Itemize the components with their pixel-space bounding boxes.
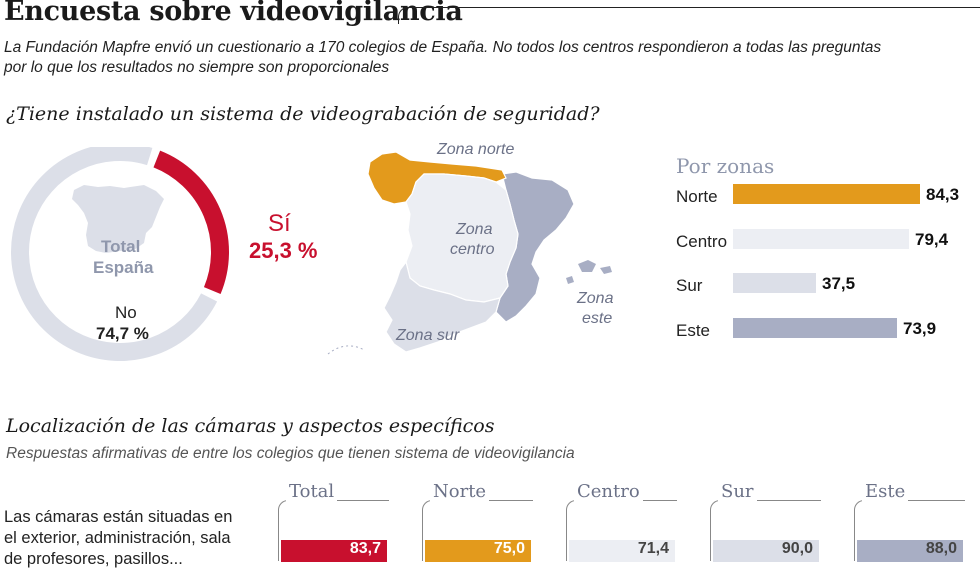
location-card-title-este: Este [862,481,909,502]
location-card-title-centro: Centro [574,481,643,502]
donut-slice-si [153,150,229,295]
intro-text: La Fundación Mapfre envió un cuestionari… [4,39,882,76]
title-rule [398,7,980,24]
zone-bar-value-centro: 79,4 [915,230,949,249]
row-label-camera-location: Las cámaras están situadas en el exterio… [4,508,233,568]
map-label-centro-2: centro [450,241,495,258]
location-card-este [854,500,965,561]
zone-bar-label-este: Este [676,321,711,340]
zone-bar-value-este: 73,9 [903,319,937,338]
zone-bar-label-sur: Sur [676,276,703,295]
map-label-sur: Zona sur [396,327,460,344]
location-bar-value-norte: 75,0 [493,540,525,557]
question-2-subtitle: Respuestas afirmativas de entre los cole… [6,445,575,462]
location-card-title-total: Total [286,481,338,502]
pie-yes-label: Sí [268,210,291,237]
map-label-centro-1: Zona [456,221,493,238]
pie-no-label: No [115,303,137,322]
location-bar-value-este: 88,0 [925,540,957,557]
zone-bar-centro [733,229,909,249]
location-card-title-sur: Sur [718,481,757,502]
spain-silhouette-icon [72,185,164,253]
map-label-este-1: Zona [577,290,614,307]
zone-bar-value-sur: 37,5 [822,274,856,293]
zone-bar-label-centro: Centro [676,232,728,251]
pie-center-label-total: Total [101,237,141,256]
map-label-norte: Zona norte [437,141,515,158]
donut-slice-no [11,147,218,361]
zone-bar-norte [733,184,920,204]
zone-sur-region [383,260,501,353]
zone-bar-este [733,318,897,338]
zone-bar-value-norte: 84,3 [926,185,960,204]
question-2-heading: Localización de las cámaras y aspectos e… [6,415,495,437]
zones-chart-title: Por zonas [676,154,775,178]
location-bar-value-sur: 90,0 [781,540,813,557]
page-title: Encuesta sobre videovigilancia [4,0,463,27]
spain-zones-map [327,151,612,355]
donut-chart [11,147,229,361]
location-bar-value-centro: 71,4 [637,540,669,557]
location-card-sur [710,500,821,561]
pie-center-label-espana: España [93,258,154,277]
location-bar-value-total: 83,7 [349,540,381,557]
balearic-islands [566,260,612,284]
ceuta-melilla-dots [327,345,365,355]
pie-no-value: 74,7 % [96,324,149,343]
pie-yes-value: 25,3 % [249,238,318,263]
zone-bar-sur [733,273,816,293]
location-card-title-norte: Norte [430,481,490,502]
map-label-este-2: este [582,310,613,327]
zone-bar-label-norte: Norte [676,187,718,206]
question-1-heading: ¿Tiene instalado un sistema de videograb… [6,103,600,125]
zone-centro-region [405,173,519,303]
